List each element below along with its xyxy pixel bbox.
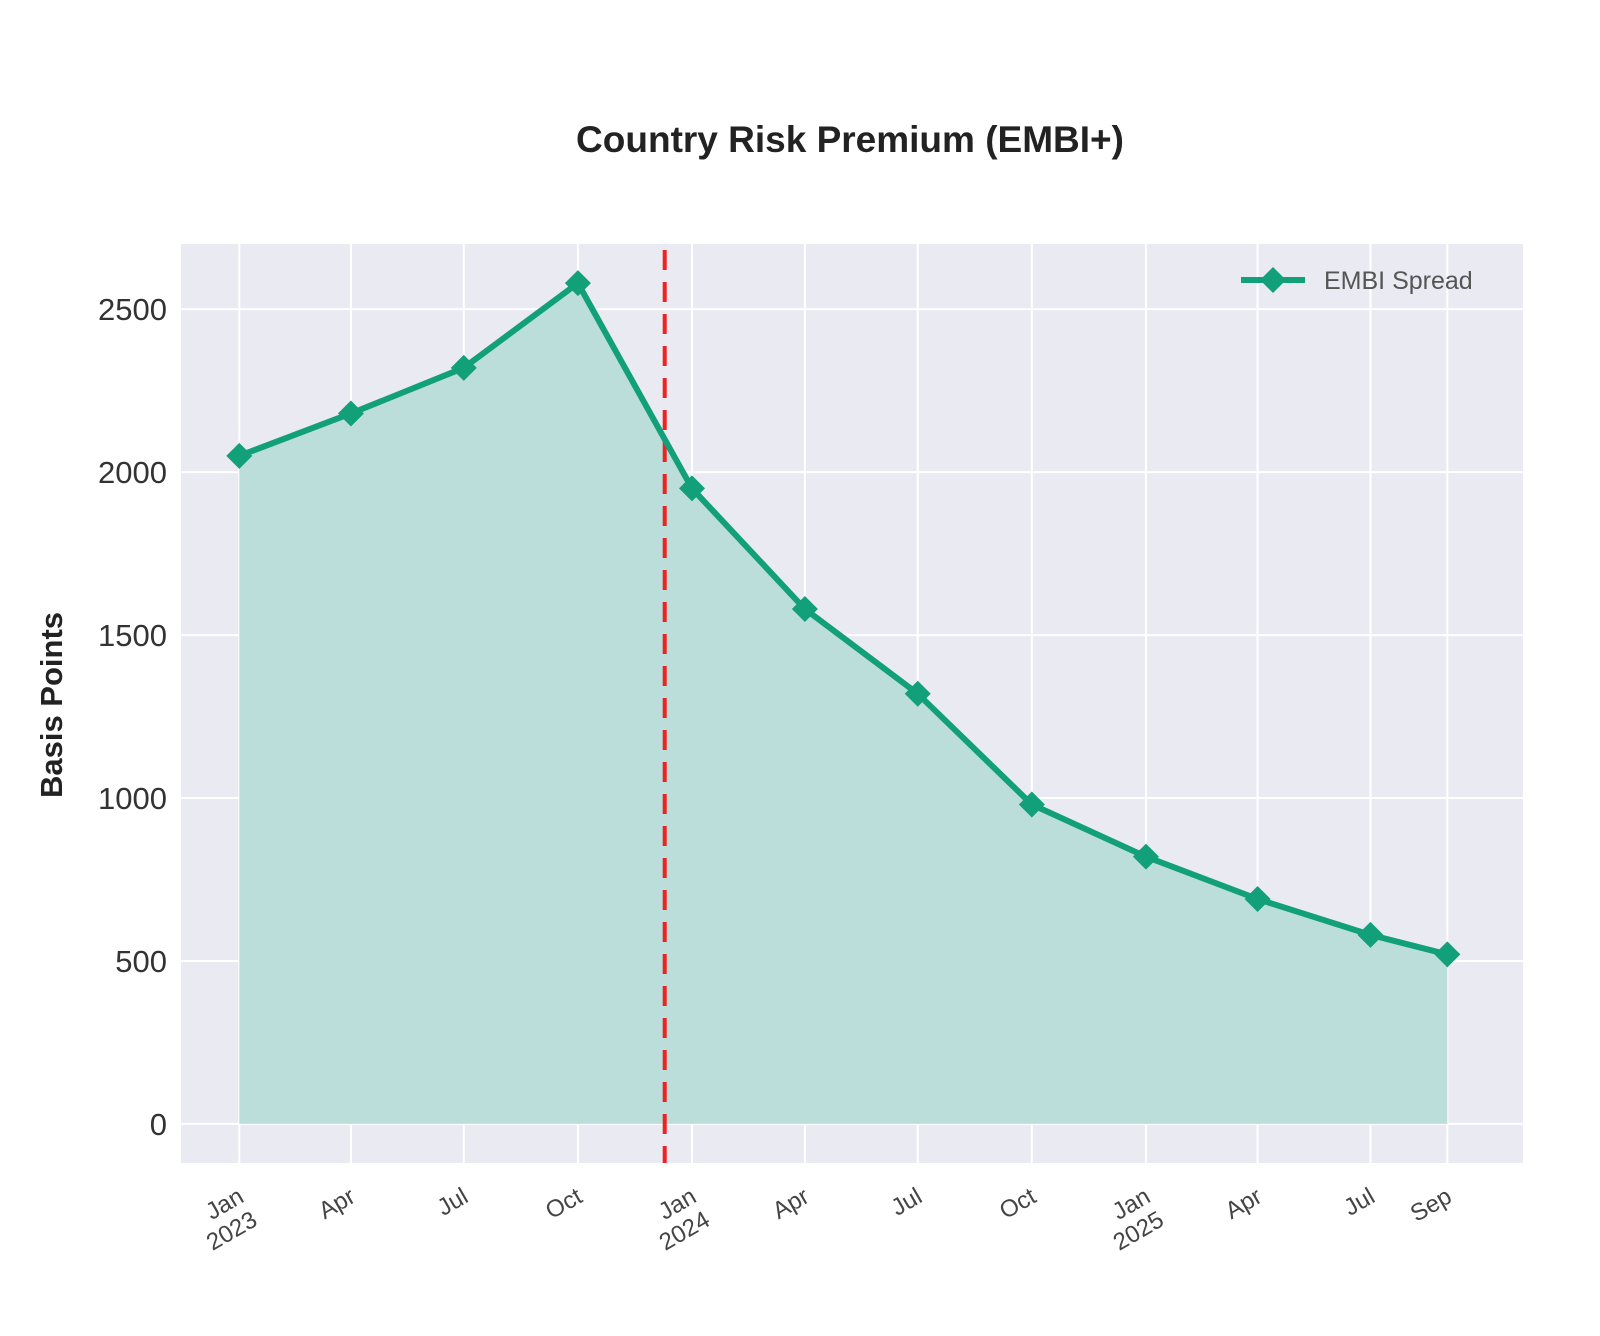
x-tick-label: Apr bbox=[768, 1183, 814, 1225]
legend-label: EMBI Spread bbox=[1324, 267, 1473, 295]
data-point bbox=[679, 475, 706, 502]
y-tick-label: 500 bbox=[115, 944, 167, 979]
data-point bbox=[1357, 921, 1384, 948]
legend-diamond-marker bbox=[1260, 267, 1286, 293]
data-point bbox=[1018, 791, 1045, 818]
y-tick-label: 1000 bbox=[98, 781, 167, 816]
data-markers bbox=[226, 270, 1461, 968]
data-point bbox=[226, 442, 253, 469]
data-point bbox=[450, 354, 477, 381]
x-tick-label: Jan2024 bbox=[641, 1183, 714, 1256]
y-tick-label: 1500 bbox=[98, 618, 167, 653]
x-axis-ticks: Jan2023 Apr Jul Oct Jan2024 Apr Jul Oct Jan2025 A… bbox=[189, 1183, 1456, 1257]
data-point bbox=[337, 400, 364, 427]
x-tick-label: Sep bbox=[1406, 1183, 1456, 1228]
area-fill bbox=[239, 283, 1448, 1124]
data-point bbox=[1244, 886, 1271, 913]
data-point bbox=[791, 595, 818, 622]
x-tick-label: Jan2023 bbox=[189, 1183, 262, 1256]
data-point bbox=[564, 270, 591, 297]
x-tick-label: Apr bbox=[1221, 1183, 1267, 1225]
y-tick-label: 0 bbox=[150, 1107, 167, 1142]
chart-title: Country Risk Premium (EMBI+) bbox=[576, 119, 1124, 160]
y-axis-ticks: 0 500 1000 1500 2000 2500 bbox=[98, 292, 167, 1142]
x-tick-label: Oct bbox=[541, 1183, 587, 1225]
data-point bbox=[1132, 843, 1159, 870]
x-tick-label: Jul bbox=[433, 1183, 473, 1222]
x-tick-label: Jul bbox=[887, 1183, 927, 1222]
legend: EMBI Spread bbox=[1241, 267, 1473, 295]
x-tick-label: Apr bbox=[314, 1183, 360, 1225]
x-tick-label: Jan2025 bbox=[1095, 1183, 1168, 1256]
y-axis-label: Basis Points bbox=[34, 612, 69, 798]
y-tick-label: 2500 bbox=[98, 292, 167, 327]
data-point bbox=[904, 680, 931, 707]
y-tick-label: 2000 bbox=[98, 455, 167, 490]
data-point bbox=[1434, 941, 1461, 968]
x-tick-label: Oct bbox=[995, 1183, 1041, 1225]
x-tick-label: Jul bbox=[1339, 1183, 1379, 1222]
series-line bbox=[238, 280, 1449, 958]
